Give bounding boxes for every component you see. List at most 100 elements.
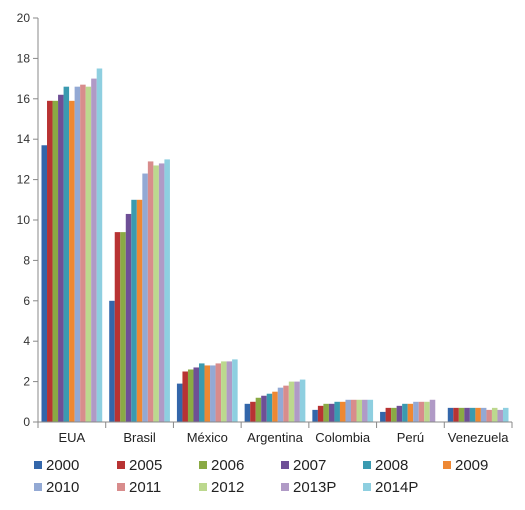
y-tick-label: 8 xyxy=(23,253,30,267)
bar xyxy=(497,409,503,422)
bar xyxy=(402,403,408,422)
legend-item: 2006 xyxy=(199,457,244,474)
bar xyxy=(232,359,238,422)
bar xyxy=(153,165,159,422)
bar xyxy=(215,363,222,422)
legend-swatch xyxy=(363,461,371,469)
bar xyxy=(120,232,126,422)
legend-item: 2005 xyxy=(117,457,162,474)
bar xyxy=(63,86,70,423)
legend-item: 2010 xyxy=(34,479,79,496)
legend-label: 2009 xyxy=(455,457,488,474)
bar xyxy=(147,161,154,423)
legend-label: 2010 xyxy=(46,479,79,496)
legend-item: 2007 xyxy=(281,457,326,474)
legend-item: 2013P xyxy=(281,479,336,496)
bar xyxy=(464,407,470,422)
legend-swatch xyxy=(117,461,125,469)
legend-item: 2012 xyxy=(199,479,244,496)
plot-area: 0 2 4 6 8 10 12 14 16 18 20 EUA Brasil México Argentin… xyxy=(17,11,513,445)
legend-label: 2014P xyxy=(375,479,418,496)
y-tick-label: 16 xyxy=(17,92,31,106)
bar xyxy=(491,407,498,422)
y-tick-label: 18 xyxy=(17,51,31,65)
x-tick-label: EUA xyxy=(58,430,85,445)
bar xyxy=(413,401,419,422)
bar xyxy=(334,401,340,422)
bar xyxy=(74,86,81,423)
legend-label: 2006 xyxy=(211,457,244,474)
bar xyxy=(96,68,103,422)
bar xyxy=(396,405,403,422)
bar xyxy=(91,78,97,422)
bar xyxy=(221,361,227,422)
bar xyxy=(323,403,329,422)
bar xyxy=(502,407,509,422)
bar xyxy=(136,199,143,422)
bar xyxy=(266,393,273,422)
bar xyxy=(317,405,324,422)
bar xyxy=(109,300,115,422)
y-tick-label: 2 xyxy=(23,375,30,389)
x-tick-label: Colombia xyxy=(315,430,371,445)
legend-label: 2007 xyxy=(293,457,326,474)
y-tick-label: 0 xyxy=(23,415,30,429)
bar xyxy=(299,379,306,422)
bar xyxy=(380,411,386,422)
y-tick-label: 14 xyxy=(17,132,31,146)
bar xyxy=(447,407,454,422)
bar xyxy=(453,407,459,422)
legend-label: 2000 xyxy=(46,457,79,474)
legend-swatch xyxy=(281,461,289,469)
y-tick-label: 6 xyxy=(23,294,30,308)
bar xyxy=(250,401,256,422)
bar xyxy=(339,401,346,422)
x-tick-label: Brasil xyxy=(123,430,156,445)
bar xyxy=(210,365,216,422)
bar xyxy=(407,403,414,422)
bar xyxy=(294,381,300,422)
bar xyxy=(80,84,86,422)
bar xyxy=(47,100,53,422)
legend-swatch xyxy=(199,461,207,469)
bar xyxy=(41,145,48,422)
legend-swatch xyxy=(363,483,371,491)
legend-swatch xyxy=(443,461,451,469)
bar xyxy=(312,409,318,422)
y-tick-label: 10 xyxy=(17,213,31,227)
bar xyxy=(277,387,284,422)
bar xyxy=(204,365,211,422)
bar xyxy=(288,381,295,422)
legend-swatch xyxy=(199,483,207,491)
bar xyxy=(458,407,465,422)
bar xyxy=(187,369,194,422)
bar xyxy=(480,407,487,422)
x-tick-label: Venezuela xyxy=(448,430,509,445)
legend-item: 2000 xyxy=(34,457,79,474)
legend-item: 2008 xyxy=(363,457,408,474)
bar xyxy=(418,401,425,422)
bar xyxy=(255,397,262,422)
bar xyxy=(356,399,363,422)
bar xyxy=(350,399,357,422)
bar xyxy=(345,399,351,422)
legend-swatch xyxy=(117,483,125,491)
x-tick-label: México xyxy=(187,430,228,445)
legend-label: 2008 xyxy=(375,457,408,474)
y-tick-label: 12 xyxy=(17,173,31,187)
bar xyxy=(125,213,132,422)
bar xyxy=(385,407,392,422)
bar xyxy=(158,163,165,422)
legend-item: 2011 xyxy=(117,479,161,496)
legend-item: 2014P xyxy=(363,479,418,496)
legend-label: 2005 xyxy=(129,457,162,474)
y-tick-label: 4 xyxy=(23,334,30,348)
legend-label: 2013P xyxy=(293,479,336,496)
bar xyxy=(475,407,481,422)
bar xyxy=(429,399,436,422)
bar xyxy=(272,391,278,422)
legend-label: 2012 xyxy=(211,479,244,496)
legend-item: 2009 xyxy=(443,457,488,474)
bar xyxy=(391,407,397,422)
